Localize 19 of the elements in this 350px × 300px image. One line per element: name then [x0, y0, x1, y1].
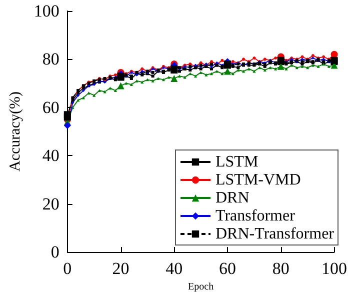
y-tick-label: 100 — [34, 2, 60, 20]
legend-label: LSTM — [215, 154, 258, 170]
x-tick-label: 80 — [272, 259, 290, 278]
y-tick-label: 40 — [42, 146, 60, 166]
legend-label: Transformer — [215, 208, 296, 224]
y-tick-label: 60 — [42, 98, 60, 117]
x-axis-title: Epoch — [188, 282, 214, 292]
y-tick-label: 0 — [50, 242, 60, 262]
x-tick-label: 20 — [112, 259, 130, 278]
x-tick-label: 100 — [322, 259, 347, 278]
legend-label: DRN — [215, 190, 250, 206]
legend-label: LSTM-VMD — [215, 172, 301, 188]
legend-label: DRN-Transformer — [215, 226, 335, 242]
x-tick-label: 0 — [63, 259, 72, 278]
x-tick-label: 60 — [219, 259, 236, 278]
x-tick-label: 40 — [166, 259, 183, 278]
y-tick-label: 20 — [42, 194, 60, 214]
y-axis-title: Accuracy(%) — [8, 92, 24, 172]
y-tick-label: 80 — [42, 50, 60, 69]
